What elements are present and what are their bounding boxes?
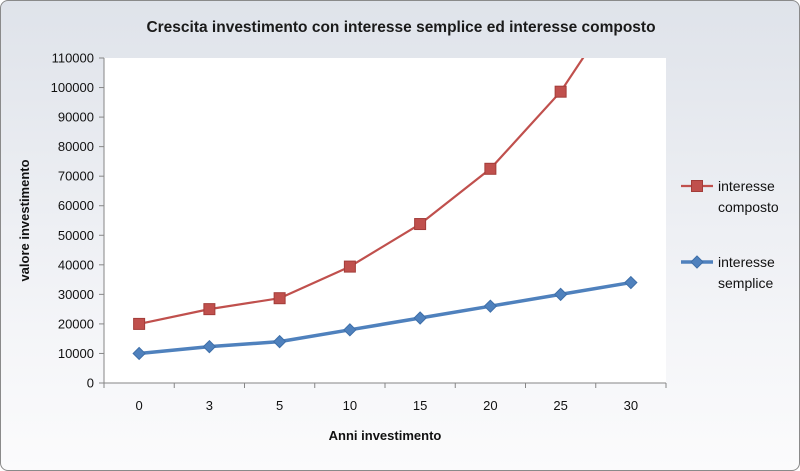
x-axis-label: Anni investimento xyxy=(329,428,442,443)
legend-label: semplice xyxy=(718,275,773,291)
legend-label: composto xyxy=(718,199,779,215)
series-line xyxy=(138,58,585,325)
data-point xyxy=(343,323,357,337)
data-point xyxy=(554,85,567,98)
legend-label: interesse xyxy=(718,178,775,194)
y-tick-label: 110000 xyxy=(52,51,94,66)
legend-marker xyxy=(690,255,704,269)
y-tick-label: 60000 xyxy=(58,198,94,213)
x-tick-label: 5 xyxy=(276,398,283,413)
legend-label: interesse xyxy=(718,254,775,270)
y-tick-label: 40000 xyxy=(58,257,94,272)
x-tick-label: 20 xyxy=(483,398,497,413)
legend-entry: interesse semplice xyxy=(681,254,775,291)
series-line xyxy=(138,280,632,356)
y-tick-label: 90000 xyxy=(58,110,94,125)
data-point xyxy=(414,218,427,231)
y-tick-label: 0 xyxy=(87,376,94,391)
data-point xyxy=(624,275,638,290)
data-point xyxy=(202,339,217,354)
y-tick-label: 70000 xyxy=(58,169,94,184)
x-tick-label: 15 xyxy=(413,398,427,413)
data-point xyxy=(132,346,146,361)
data-point xyxy=(483,299,498,313)
data-point xyxy=(272,334,287,349)
chart-title: Crescita investimento con interesse semp… xyxy=(146,19,656,36)
x-tick-label: 25 xyxy=(553,398,567,413)
data-point xyxy=(273,292,286,305)
y-tick-label: 50000 xyxy=(58,228,94,243)
data-point xyxy=(553,287,568,302)
series-semplice xyxy=(132,275,638,361)
data-point xyxy=(133,317,146,330)
x-tick-label: 3 xyxy=(206,398,213,413)
data-point xyxy=(203,303,216,316)
y-tick-label: 30000 xyxy=(58,287,94,302)
data-point xyxy=(413,311,427,325)
y-tick-label: 100000 xyxy=(51,80,94,95)
data-point xyxy=(484,162,497,175)
y-axis-label: valore investimento xyxy=(17,159,32,281)
legend-entry: interesse composto xyxy=(681,178,779,215)
legend-marker xyxy=(691,180,703,192)
y-tick-label: 20000 xyxy=(58,316,94,331)
x-tick-label: 10 xyxy=(343,398,357,413)
y-tick-label: 80000 xyxy=(58,139,94,154)
x-tick-label: 30 xyxy=(624,398,638,413)
plot-area xyxy=(104,58,666,383)
data-point xyxy=(343,260,356,273)
x-tick-label: 0 xyxy=(136,398,143,413)
y-tick-label: 10000 xyxy=(58,346,94,361)
series-composto xyxy=(133,58,585,330)
